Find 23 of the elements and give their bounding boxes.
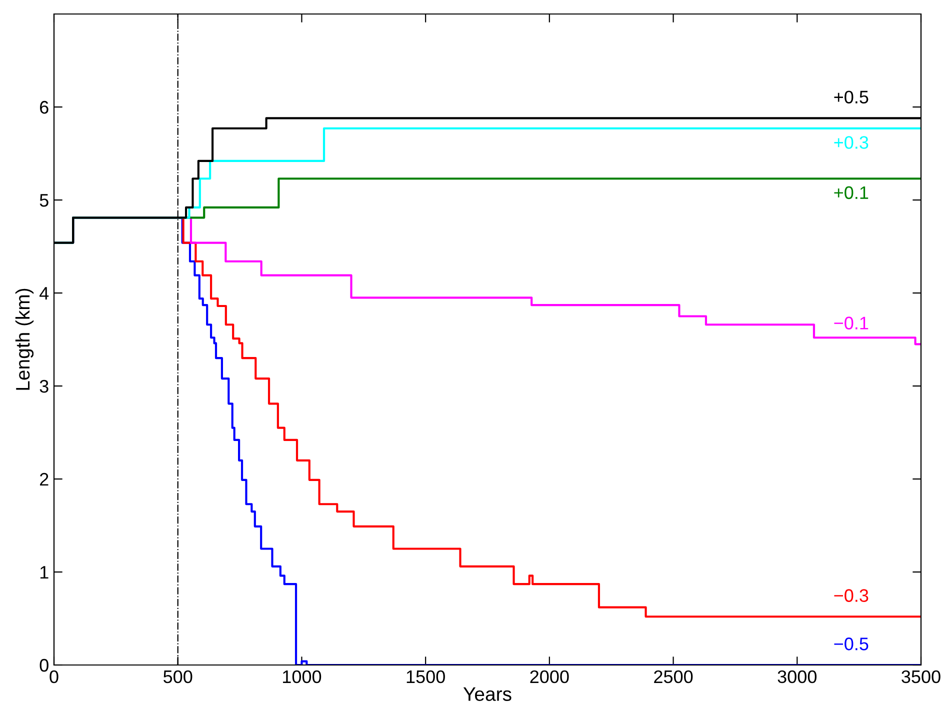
y-axis-title: Length (km): [15, 288, 34, 390]
y-tick-label: 3: [40, 380, 48, 393]
x-tick-label: 500: [164, 670, 192, 684]
x-tick-label: 1000: [283, 670, 322, 684]
series-label: −0.5: [834, 638, 868, 650]
y-tick-label: 2: [40, 472, 48, 486]
series-label: +0.1: [834, 186, 868, 200]
series-label: −0.1: [834, 316, 868, 330]
y-tick-label: 5: [40, 194, 48, 207]
x-tick-label: 0: [50, 670, 58, 684]
x-tick-label: 3000: [778, 670, 817, 684]
series-label: −0.3: [834, 589, 868, 602]
y-tick-label: 0: [40, 658, 48, 672]
x-tick-label: 2000: [530, 670, 569, 684]
x-tick-label: 1500: [406, 670, 445, 684]
x-axis-title: Years: [463, 687, 512, 701]
y-tick-label: 1: [40, 566, 48, 579]
series-label: +0.5: [834, 90, 868, 104]
series-label: +0.3: [834, 136, 868, 149]
y-tick-label: 6: [40, 100, 48, 114]
x-tick-label: 2500: [654, 670, 693, 684]
x-tick-label: 3500: [902, 670, 940, 684]
y-tick-label: 4: [40, 287, 49, 300]
